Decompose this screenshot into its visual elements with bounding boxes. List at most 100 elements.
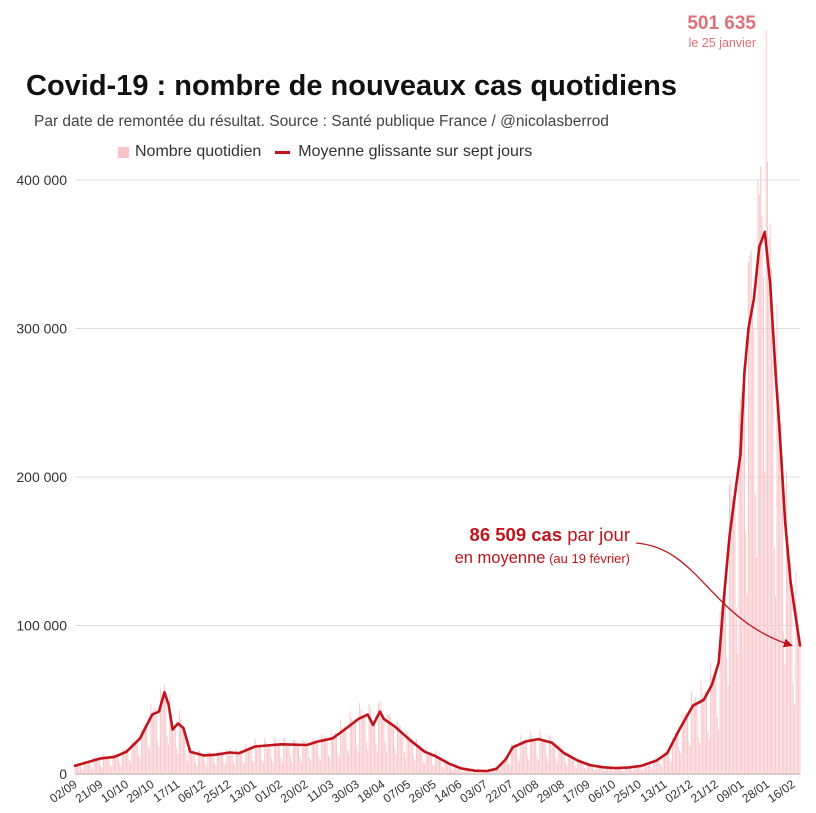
daily-bar	[754, 493, 756, 774]
daily-bar	[600, 766, 602, 774]
y-axis-labels: 0 100 000 200 000 300 000 400 000	[16, 172, 67, 782]
daily-bar	[738, 410, 740, 774]
daily-bar	[592, 766, 594, 774]
daily-bar	[201, 755, 203, 774]
daily-bar	[483, 770, 485, 774]
daily-bar	[655, 759, 657, 774]
daily-bar	[151, 711, 153, 774]
daily-bar	[540, 734, 542, 774]
daily-bar	[181, 725, 183, 774]
daily-bar	[75, 764, 77, 774]
daily-bar	[689, 745, 691, 774]
daily-bar	[238, 751, 240, 774]
daily-bar	[170, 715, 172, 774]
daily-bar	[375, 742, 377, 774]
daily-bar	[378, 703, 380, 774]
daily-bar	[411, 744, 413, 774]
daily-bar	[746, 594, 748, 774]
y-tick-label: 300 000	[16, 321, 67, 337]
x-tick-label: 22/07	[483, 777, 516, 806]
daily-bar	[143, 725, 145, 774]
daily-bar	[546, 755, 548, 774]
daily-bar	[628, 767, 630, 774]
daily-bar	[348, 754, 350, 774]
daily-bar	[559, 745, 561, 774]
daily-bar	[127, 751, 129, 774]
daily-bar	[699, 743, 701, 774]
daily-bar	[272, 762, 274, 774]
daily-bar	[777, 393, 779, 774]
daily-bar	[116, 756, 118, 774]
daily-bar	[120, 765, 122, 774]
daily-bar	[291, 762, 293, 774]
x-tick-label: 20/02	[278, 777, 311, 806]
daily-bar	[284, 738, 286, 774]
daily-bar	[533, 737, 535, 774]
daily-bar	[287, 745, 289, 774]
daily-bar	[410, 738, 412, 774]
daily-bar	[246, 748, 248, 774]
daily-bar	[584, 767, 585, 774]
daily-bar	[708, 739, 710, 774]
daily-bar	[661, 766, 663, 774]
daily-bar	[435, 750, 436, 774]
daily-bar	[548, 734, 550, 774]
daily-bar	[603, 770, 604, 774]
daily-bar	[799, 637, 801, 774]
x-tick-label: 01/02	[252, 777, 285, 806]
daily-bar	[748, 262, 749, 774]
daily-bar	[551, 741, 553, 774]
daily-bar	[558, 744, 560, 774]
daily-bar	[399, 725, 401, 774]
x-tick-label: 26/05	[406, 777, 439, 806]
daily-bar	[704, 690, 706, 774]
daily-bar	[477, 770, 478, 774]
latest-value-date: (au 19 février)	[545, 551, 630, 566]
daily-bar	[277, 744, 279, 774]
daily-bar	[359, 703, 361, 774]
daily-bar	[645, 762, 646, 774]
gridlines	[75, 179, 800, 775]
daily-bar	[631, 770, 633, 774]
daily-bar	[767, 161, 768, 774]
daily-bar	[279, 743, 281, 774]
daily-bar	[317, 744, 319, 774]
daily-bar	[197, 750, 199, 774]
daily-bar	[509, 764, 511, 774]
daily-bar	[535, 738, 537, 774]
daily-bar	[337, 753, 339, 774]
daily-bar	[285, 742, 287, 774]
daily-bar	[712, 679, 714, 774]
daily-bar	[636, 766, 638, 774]
daily-bar	[421, 750, 423, 774]
daily-bar	[192, 752, 194, 774]
x-tick-label: 06/12	[175, 777, 208, 806]
daily-bar	[733, 510, 735, 774]
daily-bar	[311, 738, 313, 774]
daily-bar	[307, 746, 309, 774]
daily-bar	[426, 751, 428, 774]
daily-bar	[185, 753, 187, 774]
daily-bar	[325, 736, 327, 774]
daily-bar	[123, 749, 125, 774]
x-tick-label: 21/09	[73, 777, 106, 806]
daily-bar	[78, 763, 80, 774]
daily-bar	[750, 250, 752, 775]
daily-bar	[437, 757, 439, 774]
daily-bar	[211, 755, 213, 774]
peak-value: 501 635	[687, 13, 756, 34]
daily-bar	[128, 759, 130, 774]
daily-bar	[233, 762, 235, 774]
daily-bar	[544, 739, 546, 774]
daily-bar	[147, 746, 149, 774]
x-tick-label: 10/10	[98, 777, 131, 806]
x-tick-label: 25/12	[201, 777, 234, 806]
daily-bar	[657, 759, 659, 774]
daily-bar	[302, 740, 304, 774]
daily-bar	[162, 693, 164, 774]
daily-bar	[462, 771, 464, 774]
daily-bar	[355, 719, 356, 774]
daily-bar	[651, 769, 653, 774]
daily-bar	[512, 745, 514, 774]
